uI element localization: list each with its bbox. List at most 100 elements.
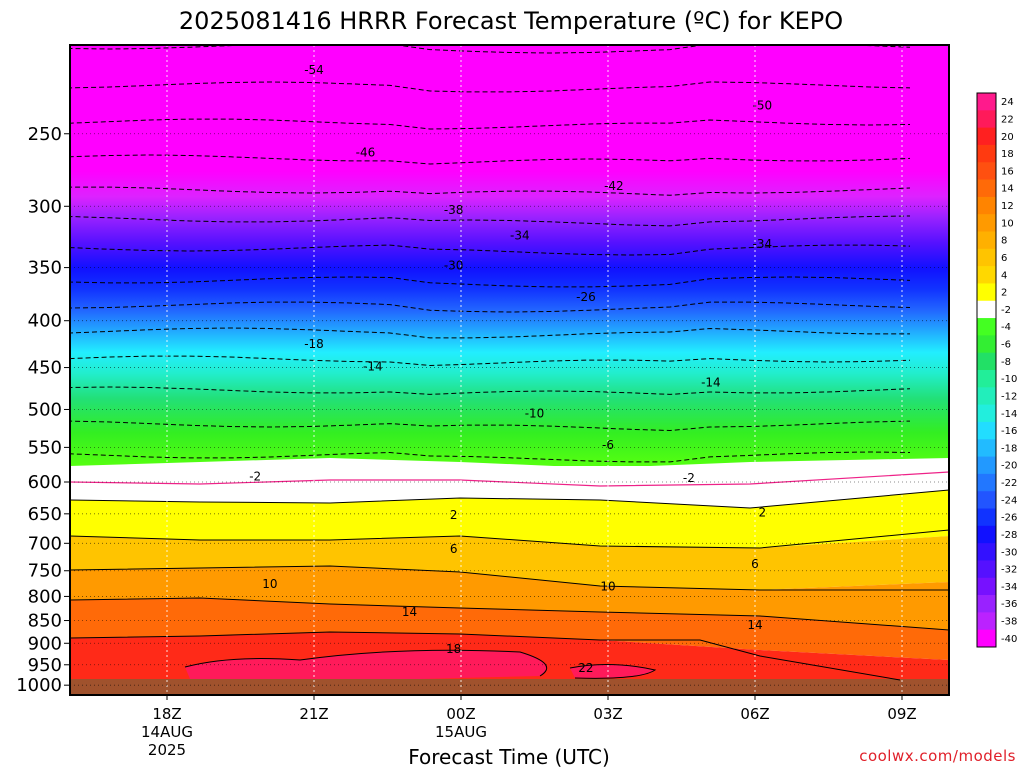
isotherm-dashed-line: [70, 118, 911, 130]
colorbar-tick-label: -24: [1001, 495, 1017, 506]
x-tick-label: 03Z: [593, 705, 622, 723]
colorbar-swatch: [977, 283, 996, 302]
grid-lines: [70, 45, 949, 695]
colorbar-tick-label: 2: [1001, 288, 1007, 299]
colorbar-swatch: [977, 543, 996, 561]
y-tick-label: 600: [28, 472, 62, 493]
contour-label: -2: [683, 471, 695, 485]
x-tick-label: 06Z: [740, 705, 769, 723]
y-tick-label: 700: [28, 533, 62, 554]
colorbar-tick-label: -6: [1001, 340, 1011, 351]
colorbar-swatch: [977, 456, 996, 475]
contour-label: -42: [604, 179, 624, 193]
isotherm-dashed-line: [70, 355, 911, 367]
contour-label: -54: [304, 63, 324, 77]
y-axis: 2503003504004505005506006507007508008509…: [16, 124, 70, 696]
warm-band-orange: [70, 566, 949, 630]
warm-pocket-22: [185, 650, 547, 679]
colorbar-tick-label: 22: [1001, 114, 1014, 125]
colorbar-tick-label: -38: [1001, 617, 1017, 628]
contour-label: 22: [578, 661, 593, 675]
contour-label: -50: [753, 99, 773, 113]
colorbar-swatch: [977, 179, 996, 198]
colorbar-swatch: [977, 612, 996, 631]
contour-label: -14: [701, 375, 721, 389]
colorbar-swatch: [977, 404, 996, 423]
ground-below-surface: [70, 679, 949, 695]
colorbar-swatch: [977, 144, 996, 163]
x-tick-label: 09Z: [887, 705, 916, 723]
y-tick-label: 450: [28, 358, 62, 379]
colorbar-swatch: [977, 318, 996, 336]
contour-label: 2: [450, 508, 458, 522]
colorbar-tick-label: -18: [1001, 443, 1017, 454]
contour-label: -2: [249, 470, 261, 484]
warm-pocket-22-east: [570, 664, 655, 679]
contour-label: 14: [402, 605, 417, 619]
isotherm-dashed-line: [70, 386, 911, 395]
isotherm-dashed-line: [70, 186, 911, 196]
isotherm-dashed-line: [70, 276, 911, 288]
y-tick-label: 850: [28, 611, 62, 632]
x-axis-label: Forecast Time (UTC): [408, 745, 610, 768]
colorbar-tick-label: 8: [1001, 236, 1007, 247]
colorbar-swatch: [977, 335, 996, 354]
isotherm-dashed-line: [70, 154, 911, 165]
y-tick-label: 800: [28, 586, 62, 607]
plot-area: -54-50-46-46-42-38-34-34-30-30-26-18-18-…: [70, 45, 949, 695]
colorbar-swatch: [977, 473, 996, 492]
colorbar-swatch: [977, 300, 996, 319]
colorbar-swatch: [977, 439, 996, 457]
isotherm-solid-line: [70, 565, 949, 591]
isotherm-dashed-line: [70, 420, 911, 432]
isotherm-contours: [70, 45, 949, 681]
colorbar-tick-label: -14: [1001, 409, 1017, 420]
freezing-level-band: [70, 458, 949, 508]
colorbar-tick-label: -4: [1001, 322, 1011, 333]
isotherm-solid-line: [70, 529, 949, 549]
colorbar-swatch: [977, 127, 996, 146]
isotherm-dashed-line: [70, 301, 911, 313]
isotherm-dashed-line: [70, 327, 910, 339]
colorbar-swatch: [977, 214, 996, 232]
colorbar-swatch: [977, 525, 996, 544]
temperature-fill-upper: [70, 45, 949, 466]
y-tick-label: 500: [28, 399, 62, 420]
contour-label: 6: [751, 557, 759, 571]
colorbar-swatch: [977, 629, 996, 648]
x-tick-label: 15AUG: [435, 723, 487, 741]
contour-label: 10: [600, 579, 615, 593]
colorbar-frame: [976, 92, 997, 648]
colorbar-swatch: [977, 508, 996, 527]
warm-band-yellow: [70, 490, 949, 548]
isotherm-dashed-line: [70, 81, 911, 93]
y-tick-label: 400: [28, 311, 62, 332]
colorbar-tick-label: -20: [1001, 461, 1017, 472]
x-tick-label: 18Z: [152, 705, 181, 723]
contour-label: 6: [450, 542, 458, 556]
x-tick-label: 21Z: [299, 705, 328, 723]
colorbar-swatch: [977, 595, 996, 613]
contour-label: -14: [363, 360, 383, 374]
contour-label: -46: [356, 145, 376, 159]
colorbar-swatch: [977, 110, 996, 129]
credit-text: coolwx.com/models: [859, 747, 1016, 765]
colorbar-tick-label: 16: [1001, 166, 1014, 177]
plot-frame: [69, 44, 950, 696]
y-tick-label: 350: [28, 258, 62, 279]
colorbar-tick-label: 12: [1001, 201, 1014, 212]
colorbar-tick-label: -40: [1001, 634, 1017, 645]
colorbar-tick-label: -32: [1001, 565, 1017, 576]
contour-label: -34: [753, 237, 773, 251]
contour-label: -34: [510, 229, 530, 243]
contour-label: -18: [304, 337, 324, 351]
isotherm-dashed-line: [70, 215, 911, 227]
isotherm-zero-line: [70, 471, 949, 487]
isotherm-solid-line: [184, 649, 548, 677]
colorbar-swatch: [977, 560, 996, 579]
colorbar-tick-label: -34: [1001, 582, 1017, 593]
y-tick-label: 250: [28, 124, 62, 145]
colorbar-tick-label: 10: [1001, 218, 1014, 229]
y-tick-label: 750: [28, 561, 62, 582]
